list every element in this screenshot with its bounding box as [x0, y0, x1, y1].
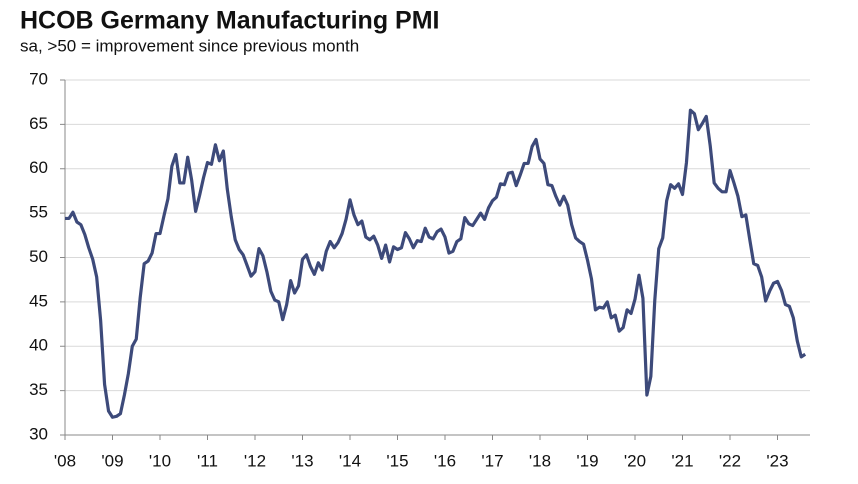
x-tick-label: '23	[766, 451, 788, 470]
x-tick-label: '15	[386, 451, 408, 470]
x-tick-label: '16	[434, 451, 456, 470]
y-tick-label: 50	[29, 247, 48, 266]
x-tick-label: '12	[244, 451, 266, 470]
x-tick-label: '21	[671, 451, 693, 470]
x-tick-label: '17	[481, 451, 503, 470]
x-tick-label: '13	[291, 451, 313, 470]
y-tick-label: 60	[29, 158, 48, 177]
x-tick-label: '08	[54, 451, 76, 470]
chart-title: HCOB Germany Manufacturing PMI	[20, 7, 440, 35]
x-tick-label: '10	[149, 451, 171, 470]
y-tick-label: 40	[29, 336, 48, 355]
y-tick-label: 55	[29, 203, 48, 222]
y-tick-label: 70	[29, 69, 48, 88]
pmi-line	[65, 108, 807, 419]
x-tick-label: '22	[719, 451, 741, 470]
x-tick-label: '09	[101, 451, 123, 470]
x-tick-label: '20	[624, 451, 646, 470]
chart-subtitle: sa, >50 = improvement since previous mon…	[20, 36, 359, 55]
x-tick-label: '18	[529, 451, 551, 470]
y-tick-label: 65	[29, 114, 48, 133]
x-tick-label: '14	[339, 451, 361, 470]
x-tick-label: '11	[197, 451, 218, 470]
y-tick-label: 45	[29, 291, 48, 310]
x-tick-label: '19	[576, 451, 598, 470]
y-tick-label: 30	[29, 424, 48, 443]
y-tick-label: 35	[29, 380, 48, 399]
